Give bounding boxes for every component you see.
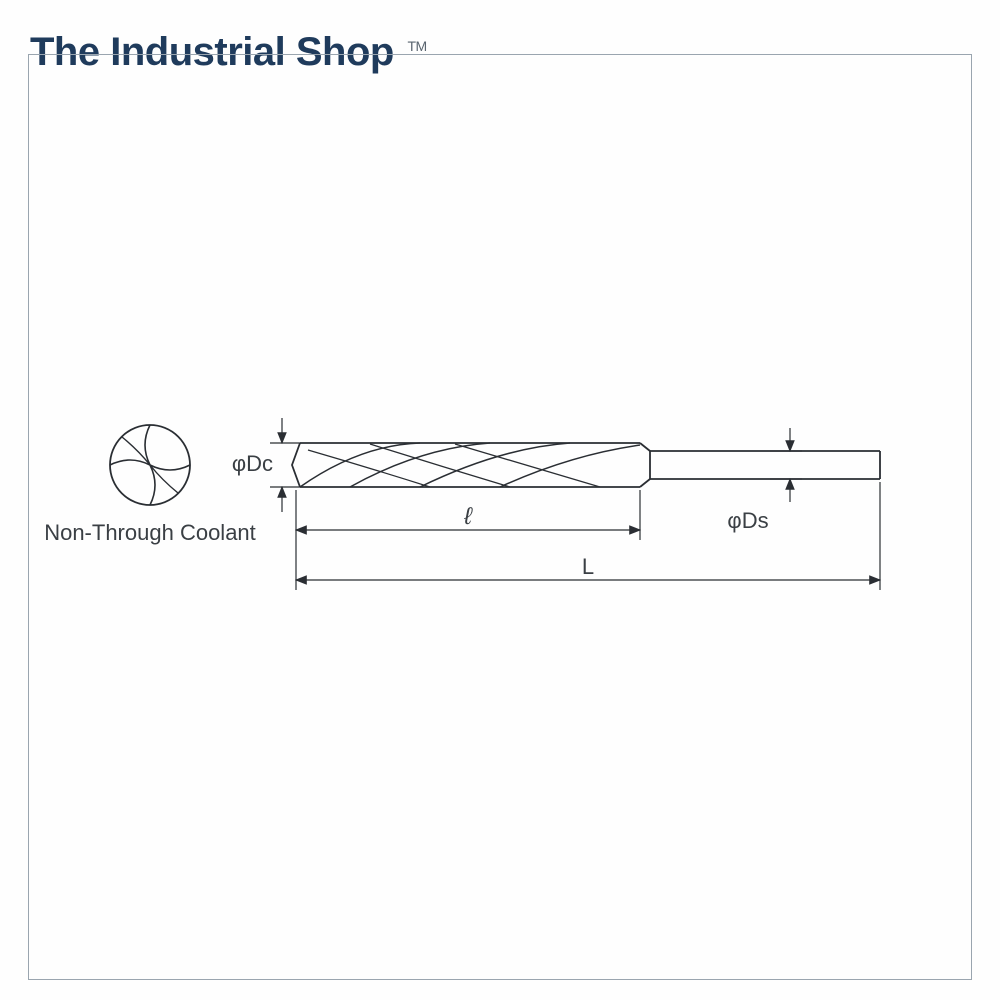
drill-body bbox=[292, 443, 880, 487]
dim-ds bbox=[770, 428, 802, 502]
dim-ds-label: φDs bbox=[727, 508, 768, 533]
coolant-label: Non-Through Coolant bbox=[44, 520, 256, 545]
dim-overall-length-label: L bbox=[582, 554, 594, 579]
dim-dc-label: φDc bbox=[232, 451, 273, 476]
dim-flute-length-label: ℓ bbox=[463, 503, 473, 530]
technical-drawing: Non-Through Coolant φDc bbox=[0, 0, 1000, 1000]
end-view-icon bbox=[110, 425, 190, 505]
